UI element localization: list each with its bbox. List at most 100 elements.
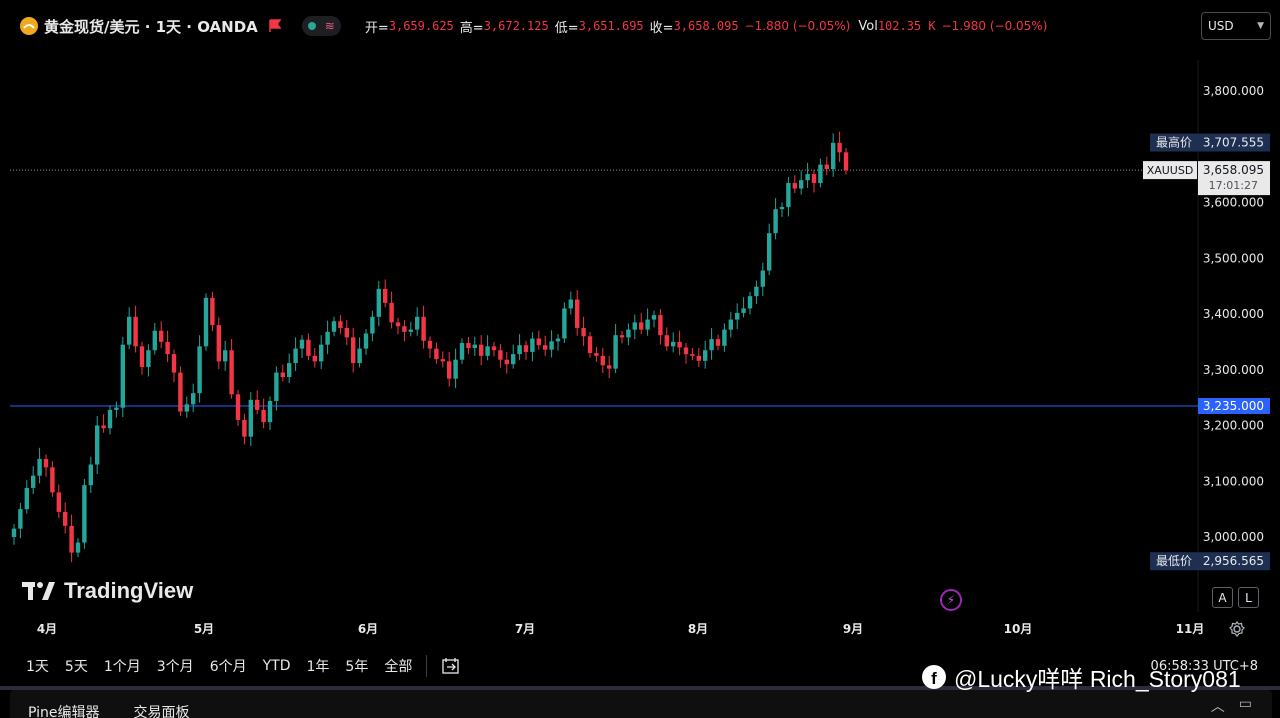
candle-body: [747, 296, 753, 309]
tab-trading-panel[interactable]: 交易面板: [133, 705, 190, 718]
go-to-date-icon[interactable]: [441, 657, 461, 675]
candle-body: [799, 180, 804, 189]
candle-body: [197, 346, 202, 394]
range-1y-button[interactable]: 1年: [306, 659, 330, 675]
candle-body: [709, 339, 714, 351]
candle-body: [69, 525, 74, 553]
candle-body: [805, 174, 810, 181]
candle-body: [293, 348, 298, 364]
candle-body: [427, 340, 433, 349]
candle-body: [767, 233, 772, 271]
range-6m-button[interactable]: 6个月: [209, 659, 247, 675]
candle-body: [402, 326, 407, 332]
high-price-tag-label: 最高价: [1156, 135, 1192, 150]
candle-body: [344, 327, 349, 338]
volume-change: −1.980 (−0.05%): [941, 19, 1048, 33]
candle-body: [786, 182, 791, 207]
candle-body: [818, 164, 823, 183]
candle-body: [280, 372, 285, 377]
candle-body: [485, 346, 490, 356]
candle-body: [229, 350, 234, 395]
candle-body: [741, 308, 746, 313]
range-1d-button[interactable]: 1天: [26, 659, 49, 675]
candle-body: [594, 353, 599, 356]
high-label: 高=: [459, 20, 484, 36]
close-label: 收=: [649, 20, 674, 36]
candle-body: [306, 339, 311, 356]
auto-scale-button[interactable]: A: [1212, 587, 1233, 608]
time-readout[interactable]: 06:58:33 UTC+8: [1150, 658, 1258, 674]
candle-body: [415, 316, 420, 330]
candle-body: [658, 315, 663, 336]
market-status-pill[interactable]: ≋: [301, 16, 341, 36]
candle-body: [24, 487, 29, 510]
candle-body: [645, 319, 650, 330]
candle-body: [63, 511, 68, 526]
price-chart[interactable]: 3,000.000 3,100.000 3,200.000 3,300.000 3,40…: [0, 0, 1280, 646]
range-5d-button[interactable]: 5天: [64, 659, 88, 675]
range-3m-button[interactable]: 3个月: [156, 659, 194, 675]
symbol-title[interactable]: 黄金现货/美元 · 1天 · OANDA: [44, 17, 258, 36]
panel-separator[interactable]: [0, 686, 1280, 690]
range-ytd-button[interactable]: YTD: [262, 658, 291, 674]
candle-body: [843, 152, 849, 171]
candle-body: [459, 342, 465, 360]
candle-body: [530, 338, 535, 352]
legend-bar: 黄金现货/美元 · 1天 · OANDA ≋ 开= 3,659.625 高= 3,6…: [20, 14, 1047, 38]
candle-body: [395, 322, 401, 327]
range-1m-button[interactable]: 1个月: [103, 659, 141, 675]
candle-body: [299, 339, 305, 349]
candle-body: [331, 321, 337, 332]
currency-select[interactable]: USD ▼: [1201, 12, 1271, 40]
candle-body: [171, 354, 177, 373]
candle-body: [555, 338, 561, 342]
gear-icon[interactable]: [1228, 620, 1246, 638]
candle-body: [274, 372, 279, 401]
range-5y-button[interactable]: 5年: [345, 659, 369, 675]
lightning-icon[interactable]: ⚡: [940, 589, 962, 611]
candle-body: [114, 407, 119, 410]
tab-pine-editor[interactable]: Pine编辑器: [28, 705, 100, 718]
candle-body: [562, 308, 567, 339]
candle-body: [779, 206, 785, 210]
toolbar-divider: [426, 655, 428, 677]
candle-body: [351, 337, 356, 364]
candle-body: [511, 354, 516, 365]
candle-body: [159, 330, 164, 342]
low-value: 3,651.695: [578, 19, 644, 33]
open-value: 3,659.625: [388, 19, 454, 33]
symbol-tag-label: XAUUSD: [1147, 164, 1194, 177]
x-tick-label: 10月: [1004, 622, 1033, 636]
maximize-icon[interactable]: ▭: [1238, 696, 1252, 712]
bottom-panel-tabs: Pine编辑器 交易面板 ︿ ▭: [10, 690, 1272, 718]
low-price-badge: [1198, 552, 1270, 571]
candle-body: [120, 344, 125, 408]
candle-body: [210, 297, 215, 326]
facebook-icon: f: [922, 665, 946, 689]
x-tick-label: 6月: [358, 622, 378, 636]
candle-body: [191, 393, 196, 405]
candle-body: [75, 542, 81, 553]
hline-price-text: 3,235.000: [1203, 399, 1264, 413]
x-tick-label: 7月: [515, 622, 535, 636]
tradingview-logo-icon: [22, 582, 55, 600]
log-scale-button[interactable]: L: [1238, 587, 1259, 608]
candle-body: [43, 458, 49, 468]
y-tick-label: 3,500.000: [1203, 251, 1264, 265]
candle-body: [101, 425, 106, 429]
symbol-tag: [1143, 161, 1197, 180]
range-all-button[interactable]: 全部: [384, 659, 413, 675]
chevron-down-icon: ▼: [1257, 21, 1264, 31]
candle-body: [453, 359, 458, 379]
candle-body: [690, 354, 695, 356]
candle-body: [671, 341, 676, 347]
candle-body: [683, 347, 689, 355]
candle-body: [664, 335, 669, 347]
x-tick-label: 5月: [194, 622, 214, 636]
x-tick-label: 8月: [688, 622, 708, 636]
flag-icon[interactable]: [268, 19, 282, 33]
candle-body: [56, 492, 61, 512]
candle-body: [626, 329, 631, 338]
currency-value: USD: [1208, 19, 1234, 33]
chevron-up-icon[interactable]: ︿: [1210, 699, 1225, 715]
